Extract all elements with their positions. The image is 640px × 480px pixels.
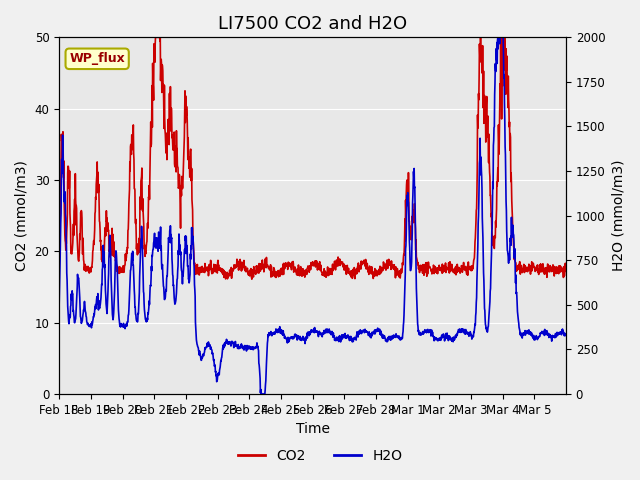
H2O	[55, 302, 63, 308]
Y-axis label: H2O (mmol/m3): H2O (mmol/m3)	[611, 160, 625, 271]
Legend: CO2, H2O: CO2, H2O	[232, 443, 408, 468]
Line: H2O: H2O	[59, 37, 566, 394]
H2O	[405, 211, 413, 216]
H2O	[315, 331, 323, 336]
CO2	[55, 247, 63, 252]
H2O	[285, 339, 292, 345]
CO2	[405, 218, 413, 224]
H2O	[146, 293, 154, 299]
H2O	[530, 337, 538, 343]
CO2	[65, 167, 72, 173]
H2O	[257, 391, 265, 397]
Y-axis label: CO2 (mmol/m3): CO2 (mmol/m3)	[15, 160, 29, 271]
H2O	[494, 35, 502, 40]
CO2	[530, 264, 538, 269]
X-axis label: Time: Time	[296, 422, 330, 436]
CO2	[152, 35, 159, 40]
CO2	[562, 268, 570, 274]
CO2	[146, 179, 154, 184]
CO2	[316, 266, 323, 272]
H2O	[65, 319, 72, 324]
CO2	[285, 262, 292, 267]
Title: LI7500 CO2 and H2O: LI7500 CO2 and H2O	[218, 15, 407, 33]
Text: WP_flux: WP_flux	[69, 52, 125, 65]
CO2	[248, 276, 256, 282]
Line: CO2: CO2	[59, 37, 566, 279]
H2O	[562, 333, 570, 338]
